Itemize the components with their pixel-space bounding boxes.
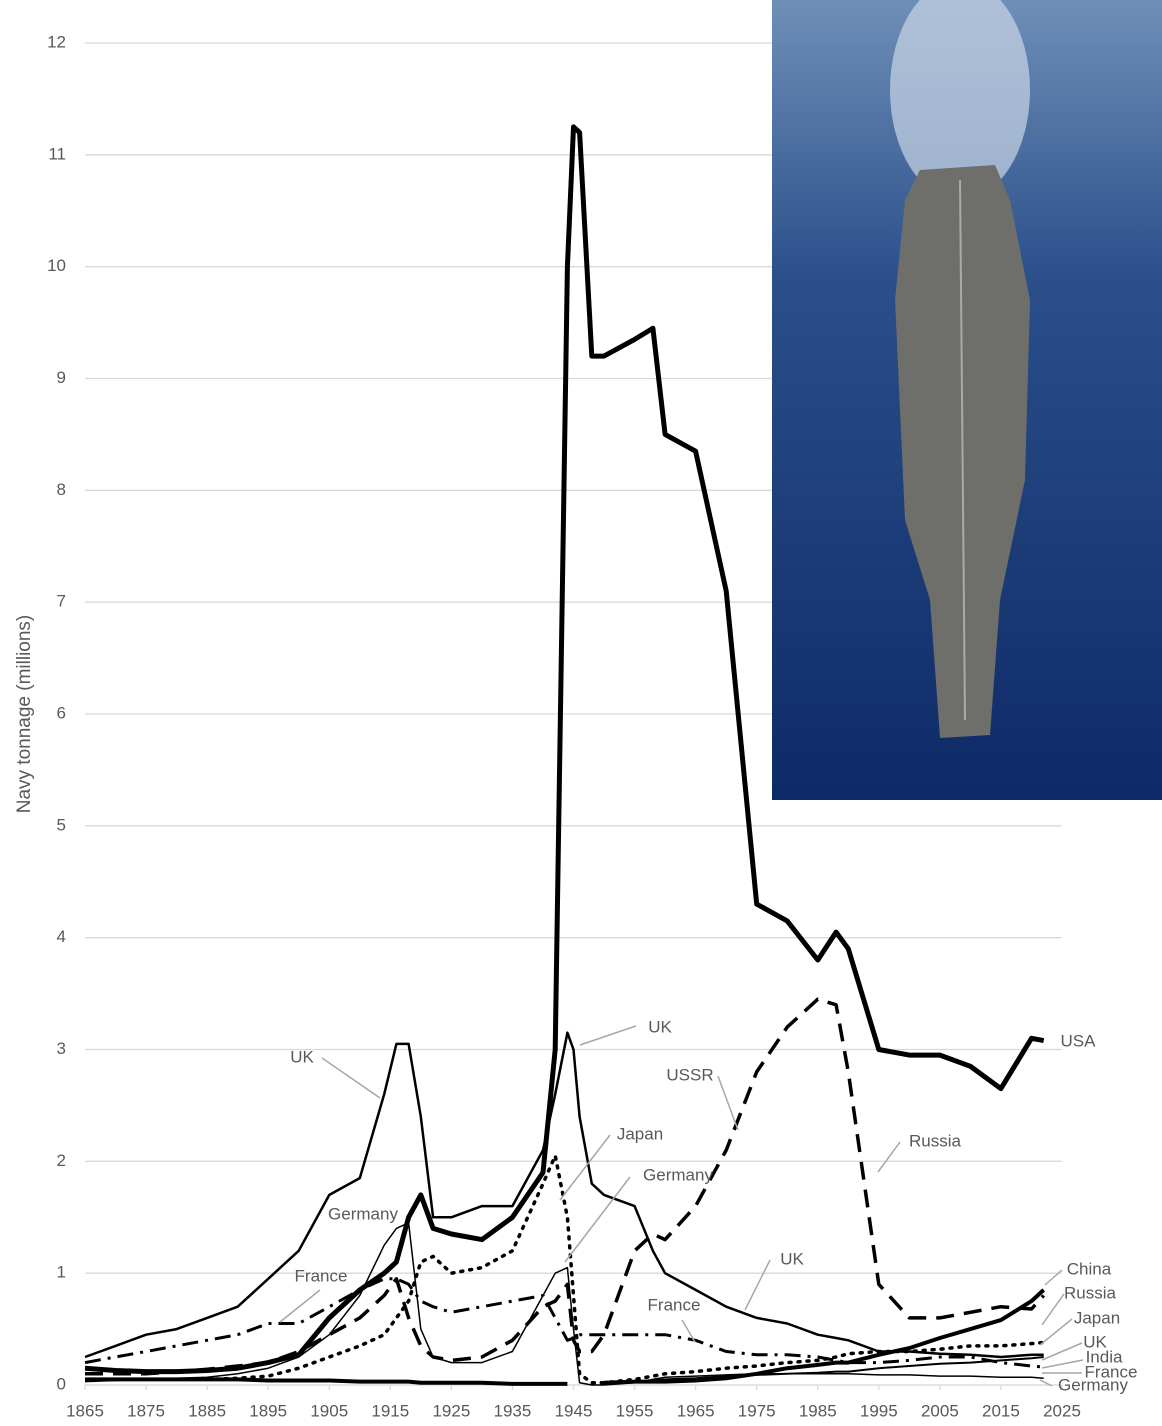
series-line: [85, 997, 1045, 1376]
y-tick-label: 5: [57, 815, 66, 834]
leader-line: [1044, 1269, 1063, 1286]
annotation: France: [1085, 1362, 1138, 1381]
series-line: [84, 1222, 1044, 1386]
y-tick-label: 10: [47, 256, 66, 275]
annotation: France: [648, 1295, 701, 1314]
y-tick-label: 0: [57, 1374, 66, 1393]
leader-line: [877, 1141, 901, 1173]
x-tick-label: 1975: [738, 1401, 776, 1420]
annotation: UK: [648, 1017, 672, 1036]
annotation: USSR: [666, 1065, 713, 1084]
x-tick-label: 1995: [860, 1401, 898, 1420]
x-tick-label: 1985: [799, 1401, 837, 1420]
x-tick-label: 1925: [432, 1401, 470, 1420]
y-tick-label: 8: [57, 480, 66, 499]
annotation: UK: [290, 1047, 314, 1066]
leader-line: [1039, 1379, 1053, 1387]
y-tick-label: 3: [57, 1039, 66, 1058]
annotation: Russia: [1064, 1283, 1117, 1302]
photo: [772, 0, 1162, 800]
x-tick-label: 2025: [1043, 1401, 1081, 1420]
leader-line: [279, 1289, 321, 1323]
leader-line: [681, 1319, 696, 1343]
leader-line: [1041, 1293, 1065, 1326]
annotation: UK: [780, 1249, 804, 1268]
y-tick-label: 4: [57, 927, 66, 946]
annotation: India: [1086, 1347, 1123, 1366]
series-line: [603, 1356, 1044, 1384]
x-tick-label: 2015: [982, 1401, 1020, 1420]
annotation: UK: [1083, 1332, 1107, 1351]
series-line: [205, 1153, 1046, 1385]
x-tick-label: 1945: [555, 1401, 593, 1420]
x-tick-label: 1955: [616, 1401, 654, 1420]
y-tick-label: 2: [57, 1151, 66, 1170]
y-tick-label: 12: [47, 32, 66, 51]
x-tick-label: 1965: [677, 1401, 715, 1420]
leader-line: [579, 1025, 637, 1046]
annotation: USA: [1061, 1031, 1097, 1050]
x-tick-label: 1915: [371, 1401, 409, 1420]
annotation: Germany: [1058, 1375, 1128, 1394]
y-tick-label: 11: [48, 144, 66, 163]
leader-line: [1039, 1318, 1073, 1346]
series-line: [84, 1031, 1044, 1359]
leader-line: [1041, 1359, 1084, 1369]
annotation: Germany: [328, 1204, 398, 1223]
y-axis-label: Navy tonnage (millions): [14, 615, 35, 814]
x-tick-label: 1905: [310, 1401, 348, 1420]
y-tick-label: 6: [57, 703, 66, 722]
y-tick-label: 7: [57, 592, 66, 611]
annotation: France: [295, 1266, 348, 1285]
x-tick-label: 1935: [494, 1401, 532, 1420]
series-line: [84, 124, 1045, 1375]
annotation: Russia: [909, 1131, 962, 1150]
series-line: [84, 1277, 1044, 1369]
leader-line: [559, 1134, 611, 1201]
series-line: [85, 1288, 1046, 1386]
leader-line: [1041, 1342, 1083, 1361]
annotation: China: [1067, 1259, 1112, 1278]
y-tick-label: 9: [57, 368, 66, 387]
y-tick-label: 1: [57, 1263, 66, 1282]
leader-line: [717, 1075, 739, 1131]
x-tick-label: 1875: [127, 1401, 165, 1420]
annotation: Japan: [1074, 1308, 1120, 1327]
x-tick-label: 1885: [188, 1401, 226, 1420]
leader-line: [564, 1176, 631, 1263]
x-tick-label: 2005: [921, 1401, 959, 1420]
annotation: Germany: [643, 1165, 713, 1184]
x-tick-label: 1895: [249, 1401, 287, 1420]
annotation: Japan: [617, 1124, 663, 1143]
x-tick-label: 1865: [66, 1401, 104, 1420]
leader-line: [744, 1259, 771, 1311]
leader-line: [321, 1057, 381, 1099]
